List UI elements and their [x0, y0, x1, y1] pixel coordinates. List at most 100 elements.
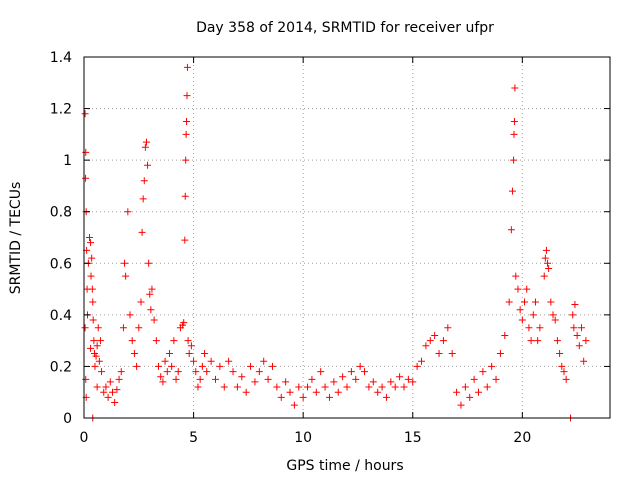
- data-point: [203, 368, 211, 376]
- data-point: [356, 362, 364, 370]
- data-point: [540, 272, 548, 280]
- data-point: [128, 337, 136, 345]
- data-point: [531, 298, 539, 306]
- data-point: [387, 378, 395, 386]
- data-point: [290, 401, 298, 409]
- data-point: [435, 350, 443, 358]
- data-point: [220, 383, 228, 391]
- data-point: [135, 324, 143, 332]
- data-point: [94, 324, 102, 332]
- data-point: [426, 337, 434, 345]
- data-point: [207, 357, 215, 365]
- data-point: [396, 373, 404, 381]
- data-point: [81, 110, 89, 118]
- x-tick-labels: 0 5 10 15 20: [80, 430, 532, 446]
- data-point: [87, 272, 95, 280]
- data-point: [185, 350, 193, 358]
- data-point: [187, 342, 195, 350]
- data-point: [130, 350, 138, 358]
- data-point: [378, 383, 386, 391]
- data-point: [571, 301, 579, 309]
- data-point: [90, 337, 98, 345]
- data-point: [295, 383, 303, 391]
- x-tick-label: 20: [513, 430, 531, 446]
- data-point: [82, 148, 90, 156]
- x-tick-label: 0: [80, 430, 89, 446]
- data-point: [470, 375, 478, 383]
- data-point: [194, 383, 202, 391]
- data-point: [334, 388, 342, 396]
- data-point: [102, 383, 110, 391]
- data-point: [113, 386, 121, 394]
- data-point: [144, 161, 152, 169]
- data-point: [88, 254, 96, 262]
- data-point: [409, 378, 417, 386]
- data-point: [98, 368, 106, 376]
- data-point: [192, 368, 200, 376]
- data-point: [518, 316, 526, 324]
- data-point: [570, 324, 578, 332]
- chart-title: Day 358 of 2014, SRMTID for receiver ufp…: [196, 20, 494, 36]
- data-point: [93, 342, 101, 350]
- x-tick-label: 15: [404, 430, 422, 446]
- data-point: [133, 362, 141, 370]
- data-point: [93, 383, 101, 391]
- data-point: [92, 352, 100, 360]
- x-tick-label: 10: [294, 430, 312, 446]
- data-point: [137, 298, 145, 306]
- y-tick-label: 0.2: [50, 359, 72, 375]
- data-point: [148, 285, 156, 293]
- data-point: [343, 383, 351, 391]
- data-point: [325, 393, 333, 401]
- data-point: [122, 272, 130, 280]
- data-point: [527, 337, 535, 345]
- x-tick-label: 5: [189, 430, 198, 446]
- data-point: [553, 337, 561, 345]
- data-point: [544, 259, 552, 267]
- y-axis-label: SRMTID / TECUs: [8, 182, 24, 295]
- data-point: [161, 357, 169, 365]
- data-point: [108, 388, 116, 396]
- grid-lines: [84, 57, 610, 418]
- data-point: [304, 383, 312, 391]
- data-point: [82, 174, 90, 182]
- data-point: [87, 344, 95, 352]
- data-point: [238, 373, 246, 381]
- data-point: [174, 368, 182, 376]
- data-point: [312, 388, 320, 396]
- data-point: [183, 63, 191, 71]
- data-point: [172, 375, 180, 383]
- data-point: [461, 383, 469, 391]
- data-point: [286, 388, 294, 396]
- data-point: [183, 92, 191, 100]
- data-point: [117, 368, 125, 376]
- data-point: [247, 362, 255, 370]
- data-point: [507, 226, 515, 234]
- data-point: [183, 117, 191, 125]
- y-tick-label: 0: [63, 411, 72, 427]
- data-point: [457, 401, 465, 409]
- data-point: [299, 393, 307, 401]
- data-point: [182, 156, 190, 164]
- data-point: [475, 388, 482, 396]
- data-point: [352, 375, 360, 383]
- data-point: [404, 375, 412, 383]
- data-point: [138, 228, 146, 236]
- data-point: [165, 350, 173, 358]
- data-point: [181, 192, 189, 200]
- data-point: [514, 285, 522, 293]
- data-point: [365, 383, 373, 391]
- data-point: [339, 373, 347, 381]
- data-point: [569, 311, 577, 319]
- data-point: [361, 368, 369, 376]
- data-point: [111, 399, 119, 407]
- data-point: [82, 375, 90, 383]
- data-point: [145, 259, 153, 267]
- data-point: [547, 298, 555, 306]
- data-point: [556, 350, 564, 358]
- data-point: [163, 368, 171, 376]
- data-point: [523, 285, 531, 293]
- y-tick-label: 0.8: [50, 205, 72, 221]
- data-point: [264, 375, 272, 383]
